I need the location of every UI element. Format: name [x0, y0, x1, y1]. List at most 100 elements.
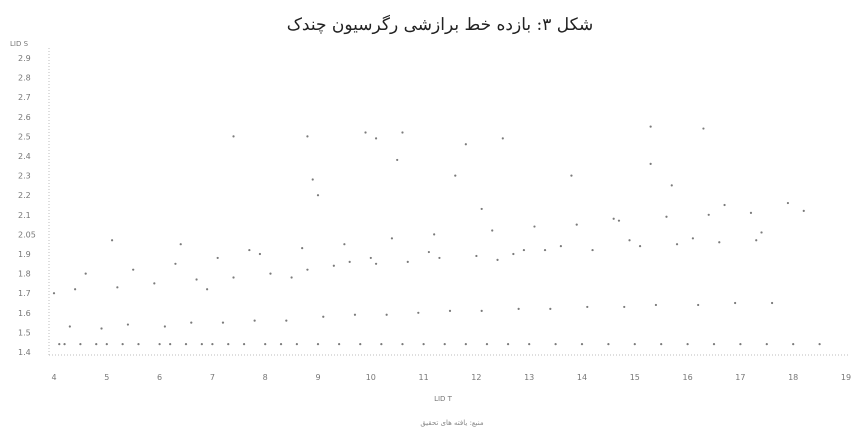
- data-point: [718, 241, 721, 244]
- data-point: [184, 343, 188, 346]
- y-tick-label: 2.1: [18, 211, 31, 220]
- data-point: [417, 311, 420, 314]
- data-point: [512, 252, 515, 256]
- data-point: [665, 215, 668, 218]
- data-point: [475, 254, 478, 258]
- x-tick-label: 5: [104, 373, 109, 382]
- data-point: [290, 276, 293, 279]
- data-point: [638, 245, 642, 248]
- data-point: [63, 343, 66, 346]
- x-tick-label: 10: [366, 373, 376, 382]
- y-tick-label: 2.5: [18, 132, 31, 141]
- data-point: [443, 343, 446, 346]
- data-point: [232, 135, 235, 138]
- data-point: [169, 343, 172, 346]
- data-point: [396, 158, 399, 162]
- data-point: [649, 125, 652, 128]
- data-point: [306, 135, 309, 138]
- data-point: [348, 260, 351, 263]
- data-point: [670, 184, 673, 187]
- data-point: [554, 343, 557, 346]
- data-point: [353, 313, 357, 316]
- data-point: [691, 237, 694, 240]
- data-point: [496, 258, 499, 261]
- y-tick-label: 1.4: [18, 348, 31, 357]
- data-point: [707, 213, 710, 216]
- y-tick-label: 2.2: [18, 191, 31, 200]
- data-point: [607, 343, 610, 346]
- data-point: [158, 343, 161, 346]
- y-tick-label: 2.6: [18, 113, 31, 122]
- data-point: [179, 243, 182, 246]
- data-point: [649, 162, 652, 165]
- y-tick-label: 2.3: [18, 172, 31, 181]
- data-point: [216, 256, 219, 260]
- data-point: [401, 131, 404, 134]
- data-point: [501, 137, 504, 140]
- x-tick-label: 6: [157, 373, 162, 382]
- data-point: [306, 268, 309, 271]
- data-point: [480, 309, 483, 312]
- data-point: [316, 343, 320, 346]
- x-axis-label: LID T: [434, 395, 453, 403]
- data-point: [739, 343, 742, 346]
- data-point: [818, 343, 821, 346]
- data-point: [84, 272, 87, 275]
- x-tick-label: 18: [788, 373, 798, 382]
- x-tick-label: 9: [315, 373, 320, 382]
- x-tick-label: 4: [51, 373, 56, 382]
- data-point: [422, 343, 425, 346]
- data-point: [110, 239, 114, 242]
- data-point: [332, 264, 335, 267]
- data-point: [206, 288, 209, 291]
- data-point: [227, 343, 230, 346]
- data-point: [586, 305, 589, 309]
- x-tick-label: 12: [471, 373, 481, 382]
- data-point: [338, 343, 341, 346]
- x-tick-label: 17: [735, 373, 745, 382]
- y-tick-label: 2.05: [18, 230, 36, 239]
- source-note: منبع: یافته های تحقیق: [420, 419, 484, 427]
- data-point: [491, 229, 494, 232]
- data-point: [749, 211, 753, 214]
- x-tick-label: 11: [419, 373, 429, 382]
- x-tick-label: 7: [210, 373, 215, 382]
- data-point: [712, 343, 716, 346]
- data-point: [765, 343, 768, 346]
- data-point: [617, 219, 621, 222]
- data-point: [464, 343, 467, 346]
- data-point: [770, 301, 774, 305]
- x-tick-label: 19: [841, 373, 851, 382]
- data-point: [74, 288, 77, 291]
- data-points: [52, 125, 821, 346]
- data-point: [454, 174, 457, 177]
- data-point: [221, 321, 225, 324]
- data-point: [543, 248, 547, 252]
- data-point: [401, 343, 404, 346]
- data-point: [137, 343, 140, 346]
- x-tick-label: 15: [630, 373, 640, 382]
- data-point: [591, 248, 594, 252]
- data-point: [301, 247, 304, 250]
- data-point: [786, 201, 790, 205]
- y-tick-label: 2.9: [18, 54, 31, 63]
- data-point: [612, 217, 615, 220]
- data-point: [100, 327, 103, 330]
- x-tick-label: 16: [683, 373, 693, 382]
- data-point: [258, 252, 262, 256]
- data-point: [126, 323, 130, 326]
- y-tick-label: 1.9: [18, 250, 31, 259]
- data-point: [686, 343, 689, 346]
- data-point: [343, 243, 346, 246]
- y-tick-label: 1.7: [18, 289, 31, 298]
- data-point: [675, 243, 679, 246]
- data-point: [52, 292, 56, 295]
- y-tick-label: 2.4: [18, 152, 31, 161]
- data-point: [723, 203, 726, 207]
- data-point: [153, 282, 156, 285]
- x-tick-label: 14: [577, 373, 587, 382]
- data-point: [269, 272, 272, 275]
- y-tick-label: 2.7: [18, 93, 31, 102]
- data-point: [211, 343, 214, 346]
